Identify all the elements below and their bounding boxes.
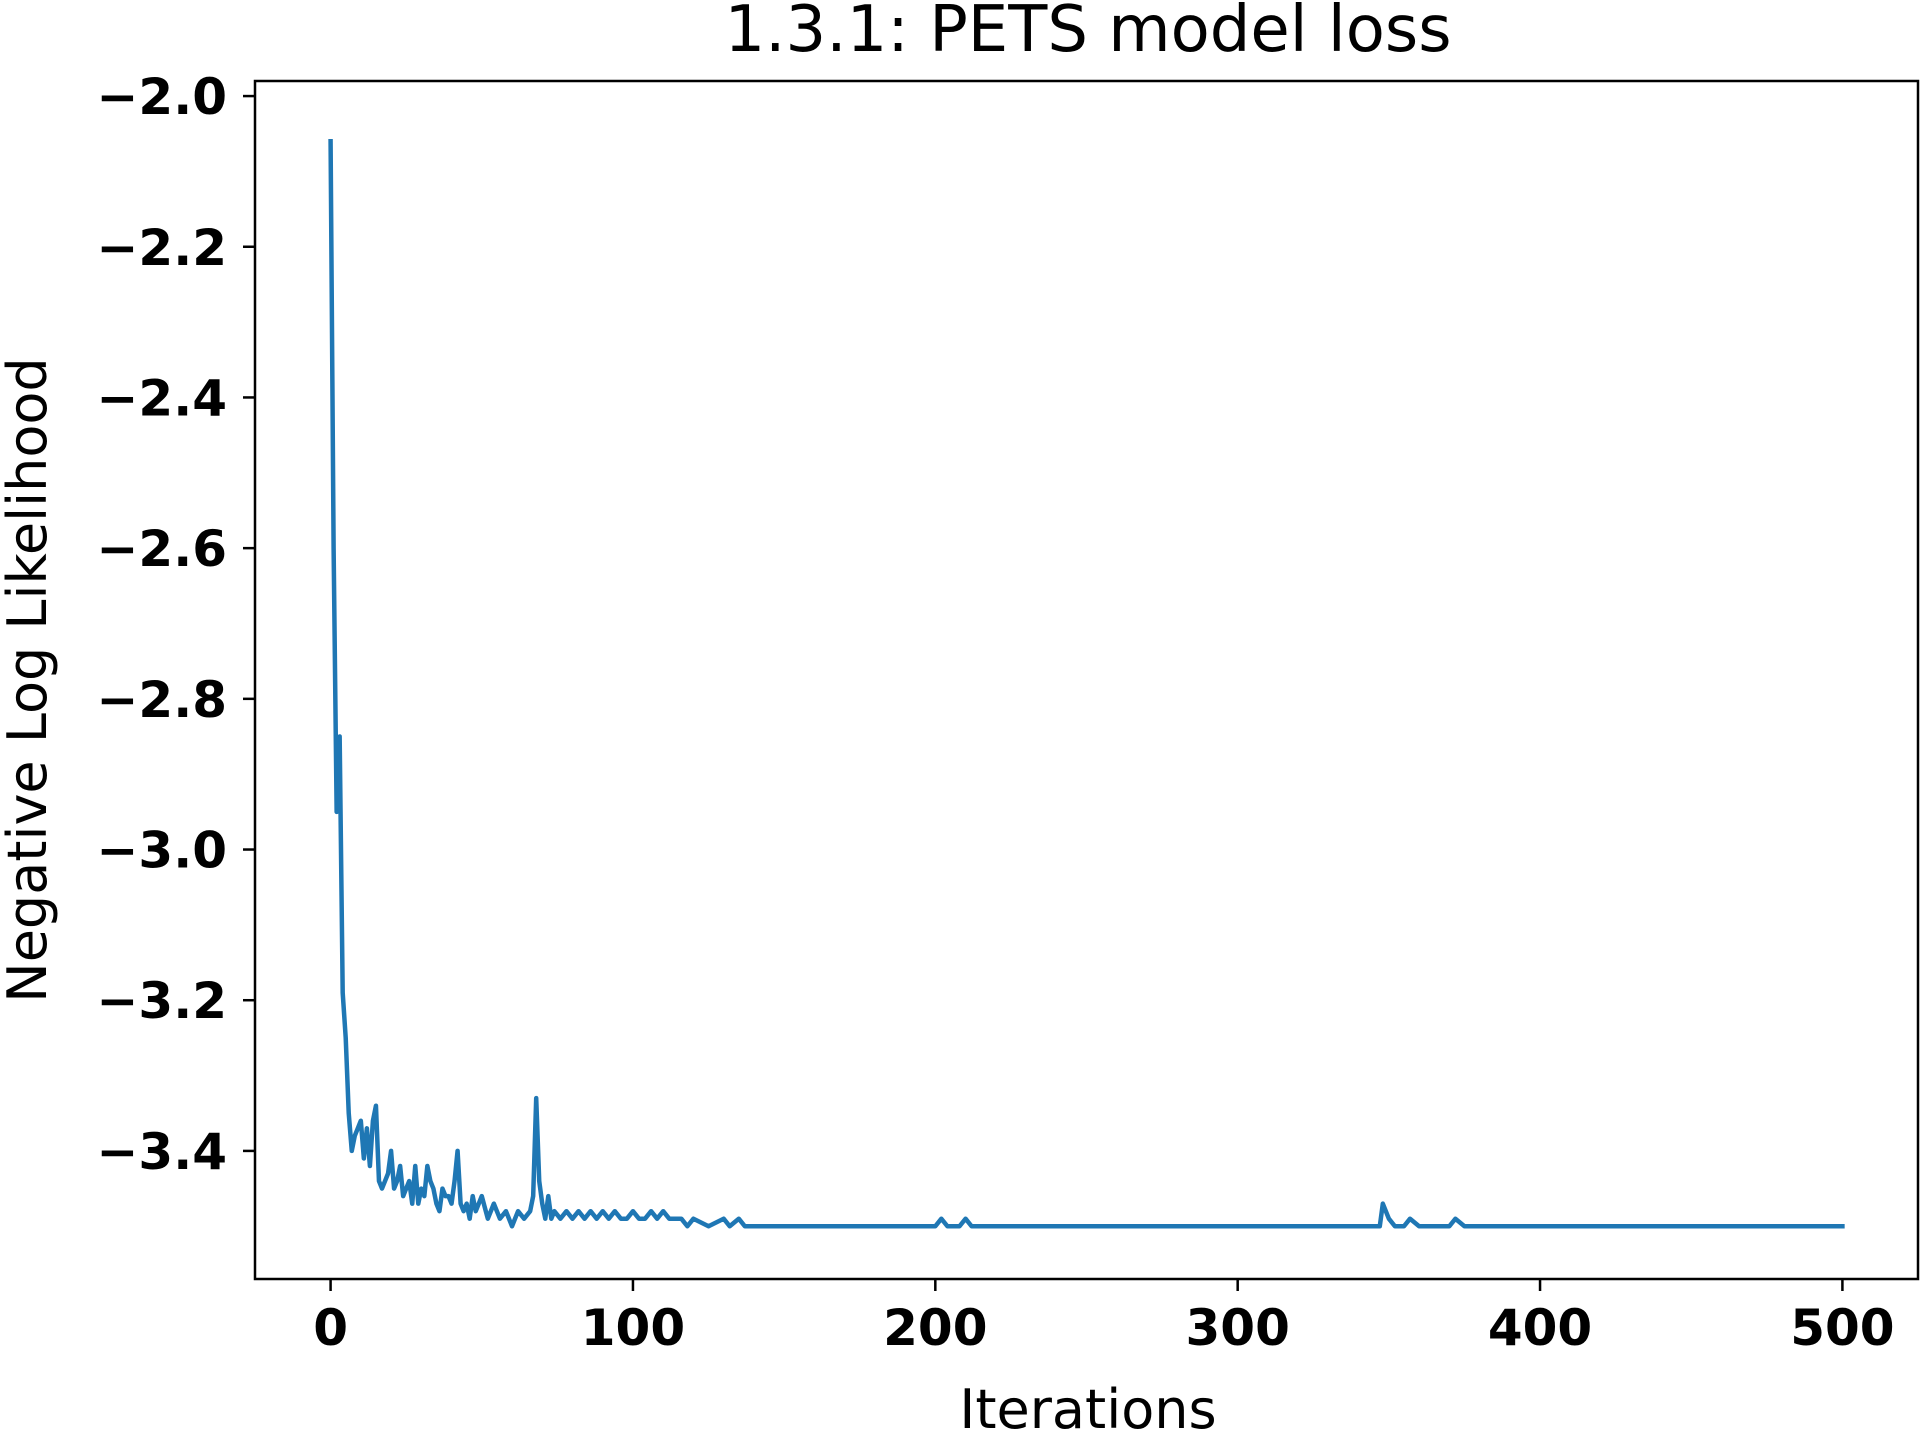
x-axis: 0 100 200 300 400 500 <box>313 1279 1895 1357</box>
chart-title: 1.3.1: PETS model loss <box>724 0 1451 67</box>
y-axis: −2.0 −2.2 −2.4 −2.6 −2.8 −3.0 −3.2 −3.4 <box>97 68 255 1181</box>
y-tick-label: −2.6 <box>97 520 227 578</box>
y-tick-label: −2.2 <box>97 219 227 277</box>
y-tick-label: −3.0 <box>97 822 227 880</box>
y-tick-label: −2.0 <box>97 68 227 126</box>
x-tick-label: 400 <box>1488 1299 1592 1357</box>
y-tick-label: −3.4 <box>97 1123 227 1181</box>
y-axis-label: Negative Log Likelihood <box>0 357 59 1002</box>
x-tick-label: 300 <box>1185 1299 1289 1357</box>
x-tick-label: 200 <box>883 1299 987 1357</box>
y-tick-label: −2.4 <box>97 369 227 427</box>
x-tick-label: 0 <box>313 1299 348 1357</box>
x-tick-label: 500 <box>1790 1299 1894 1357</box>
loss-series-line <box>328 139 1845 1229</box>
plot-area-frame <box>253 79 1920 1281</box>
y-tick-label: −2.8 <box>97 671 227 729</box>
x-axis-label: Iterations <box>959 1378 1216 1440</box>
y-tick-label: −3.2 <box>97 972 227 1030</box>
x-tick-label: 100 <box>581 1299 685 1357</box>
